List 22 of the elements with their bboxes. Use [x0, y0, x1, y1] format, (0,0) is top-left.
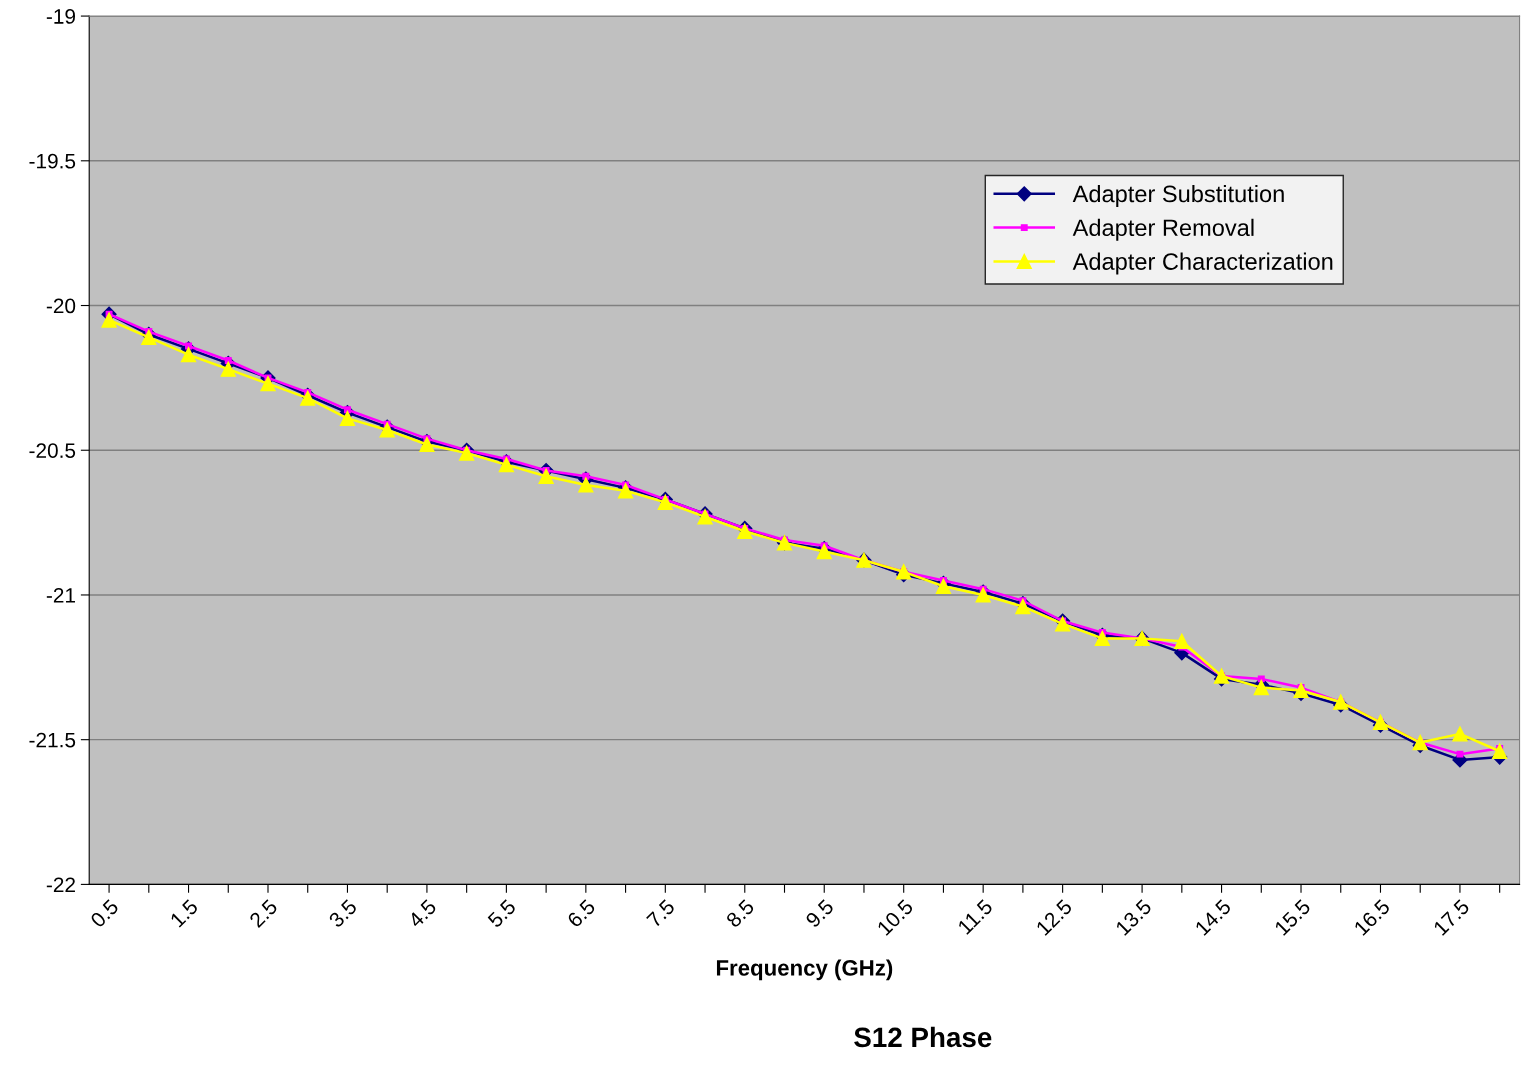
x-tick-label: 3.5: [327, 898, 358, 929]
legend-label: Adapter Substitution: [1072, 184, 1284, 207]
y-tick-label: -21: [46, 587, 75, 603]
legend-label: Adapter Removal: [1072, 218, 1254, 241]
x-tick-label: 0.5: [89, 898, 120, 929]
x-tick-label: 6.5: [566, 898, 597, 929]
y-tick-label: -19: [46, 9, 76, 24]
x-tick-label: 1.5: [169, 898, 199, 928]
x-axis-title: Frequency (GHz): [716, 959, 893, 981]
x-tick-label: 4.5: [407, 898, 438, 929]
y-tick-label: -20.5: [29, 443, 76, 458]
legend-label: Adapter Characterization: [1072, 252, 1333, 275]
text: S12 Phase: [854, 1026, 992, 1048]
y-tick-label: -21.5: [29, 732, 76, 748]
x-tick-label: 8.5: [725, 898, 755, 929]
y-tick-label: -19.5: [29, 153, 76, 169]
x-tick-label: 5.5: [487, 898, 517, 929]
x-tick-label: 2.5: [248, 898, 279, 929]
y-tick-label: -22: [46, 877, 75, 892]
y-tick-label: -20: [46, 298, 76, 314]
x-tick-label: 7.5: [646, 898, 676, 929]
x-tick-label: 9.5: [804, 898, 835, 929]
